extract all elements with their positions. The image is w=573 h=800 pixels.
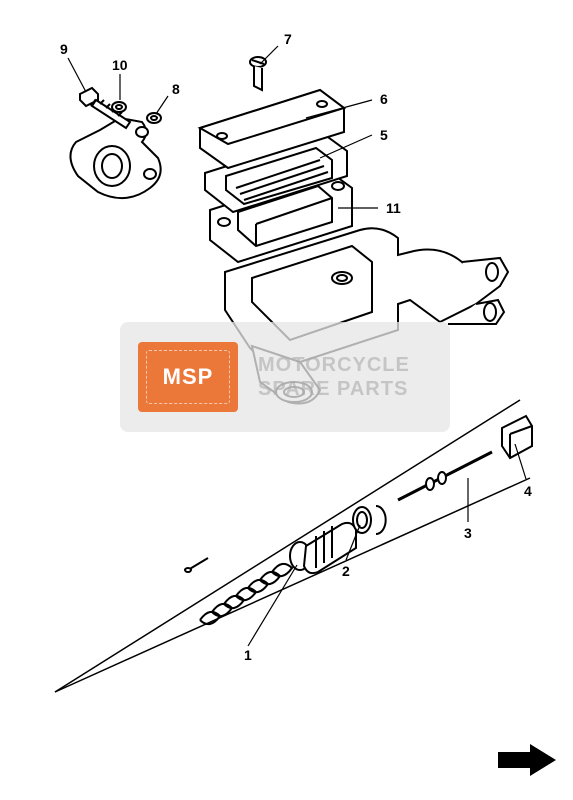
clamp-washer [147,113,161,123]
nav-arrow-icon[interactable] [498,744,556,776]
callout-11: 11 [386,200,401,216]
cap-screw [250,57,266,90]
clamp-spring-washer [112,102,126,112]
callout-5: 5 [380,127,388,143]
watermark-line1: MOTORCYCLE [258,353,410,377]
watermark-badge-text: MSP [163,364,214,390]
watermark-badge: MSP [138,342,238,412]
push-rod [398,452,492,500]
callout-3: 3 [464,525,472,541]
callout-2: 2 [342,563,350,579]
callout-4: 4 [524,483,532,499]
callout-9: 9 [60,41,68,57]
clamp-holder [70,118,160,198]
watermark-panel: MSP MOTORCYCLE SPARE PARTS [120,322,450,432]
callout-8: 8 [172,81,180,97]
callout-1: 1 [244,647,252,663]
callout-6: 6 [380,91,388,107]
tiny-pin [185,558,208,572]
callout-10: 10 [112,57,128,73]
callout-7: 7 [284,31,292,47]
watermark-line2: SPARE PARTS [258,377,410,401]
watermark-text: MOTORCYCLE SPARE PARTS [258,353,410,401]
